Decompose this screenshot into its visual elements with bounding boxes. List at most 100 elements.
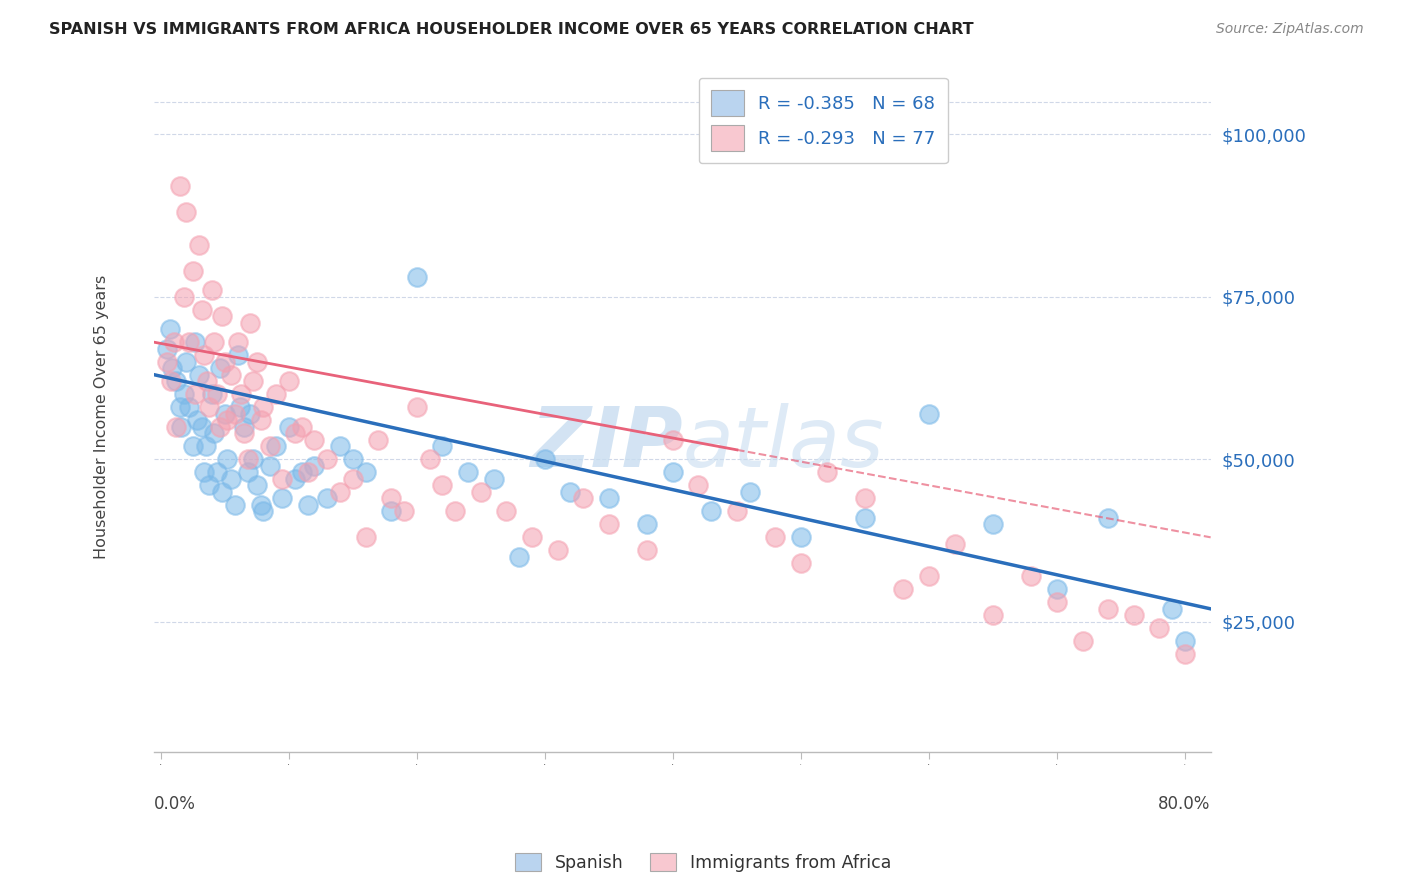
Point	[226, 348, 249, 362]
Point	[1174, 648, 1197, 662]
Legend: R = -0.385   N = 68, R = -0.293   N = 77: R = -0.385 N = 68, R = -0.293 N = 77	[699, 78, 948, 163]
Point	[1174, 634, 1197, 648]
Point	[598, 491, 620, 506]
Legend: Spanish, Immigrants from Africa: Spanish, Immigrants from Africa	[508, 847, 898, 879]
Point	[918, 569, 941, 583]
Point	[432, 439, 454, 453]
Point	[290, 419, 312, 434]
Point	[304, 458, 326, 473]
Point	[198, 478, 221, 492]
Point	[214, 407, 236, 421]
Point	[173, 387, 195, 401]
Point	[217, 452, 239, 467]
Point	[297, 498, 319, 512]
Point	[405, 270, 427, 285]
Point	[815, 465, 838, 479]
Point	[204, 426, 226, 441]
Point	[176, 205, 198, 219]
Point	[572, 491, 595, 506]
Point	[224, 407, 246, 421]
Point	[1149, 621, 1171, 635]
Point	[211, 310, 233, 324]
Point	[184, 387, 207, 401]
Point	[790, 530, 813, 544]
Point	[662, 465, 685, 479]
Point	[204, 335, 226, 350]
Point	[239, 316, 262, 330]
Point	[316, 452, 339, 467]
Point	[181, 264, 204, 278]
Point	[1161, 602, 1184, 616]
Point	[231, 387, 253, 401]
Point	[482, 472, 505, 486]
Point	[354, 530, 377, 544]
Point	[173, 290, 195, 304]
Point	[891, 582, 914, 597]
Point	[271, 472, 294, 486]
Point	[186, 413, 208, 427]
Point	[249, 498, 271, 512]
Point	[329, 439, 352, 453]
Point	[1046, 595, 1069, 609]
Point	[432, 478, 454, 492]
Point	[304, 433, 326, 447]
Point	[239, 407, 262, 421]
Point	[233, 419, 256, 434]
Point	[208, 419, 231, 434]
Point	[252, 504, 274, 518]
Point	[508, 549, 530, 564]
Point	[419, 452, 441, 467]
Text: SPANISH VS IMMIGRANTS FROM AFRICA HOUSEHOLDER INCOME OVER 65 YEARS CORRELATION C: SPANISH VS IMMIGRANTS FROM AFRICA HOUSEH…	[49, 22, 974, 37]
Point	[224, 498, 246, 512]
Point	[918, 407, 941, 421]
Point	[259, 439, 281, 453]
Point	[188, 237, 211, 252]
Point	[188, 368, 211, 382]
Point	[342, 452, 364, 467]
Point	[252, 401, 274, 415]
Point	[165, 419, 187, 434]
Point	[193, 348, 215, 362]
Point	[195, 374, 218, 388]
Point	[249, 413, 271, 427]
Point	[470, 484, 492, 499]
Point	[246, 478, 269, 492]
Point	[156, 342, 179, 356]
Point	[205, 387, 228, 401]
Point	[790, 557, 813, 571]
Point	[190, 302, 212, 317]
Point	[380, 491, 402, 506]
Point	[217, 413, 239, 427]
Point	[236, 452, 259, 467]
Point	[201, 283, 224, 297]
Point	[1122, 608, 1144, 623]
Text: 0.0%: 0.0%	[155, 796, 197, 814]
Point	[1071, 634, 1094, 648]
Point	[853, 491, 876, 506]
Point	[636, 543, 658, 558]
Point	[853, 511, 876, 525]
Point	[636, 517, 658, 532]
Point	[165, 374, 187, 388]
Point	[219, 472, 242, 486]
Point	[520, 530, 543, 544]
Point	[169, 179, 191, 194]
Text: Source: ZipAtlas.com: Source: ZipAtlas.com	[1216, 22, 1364, 37]
Point	[560, 484, 582, 499]
Point	[169, 401, 191, 415]
Point	[181, 439, 204, 453]
Point	[495, 504, 517, 518]
Point	[264, 387, 287, 401]
Point	[1046, 582, 1069, 597]
Point	[177, 335, 200, 350]
Point	[547, 543, 569, 558]
Point	[598, 517, 620, 532]
Text: Householder Income Over 65 years: Householder Income Over 65 years	[94, 275, 110, 559]
Point	[226, 335, 249, 350]
Text: ZIP: ZIP	[530, 403, 682, 484]
Point	[943, 537, 966, 551]
Point	[162, 335, 184, 350]
Point	[156, 355, 179, 369]
Point	[160, 374, 183, 388]
Point	[738, 484, 761, 499]
